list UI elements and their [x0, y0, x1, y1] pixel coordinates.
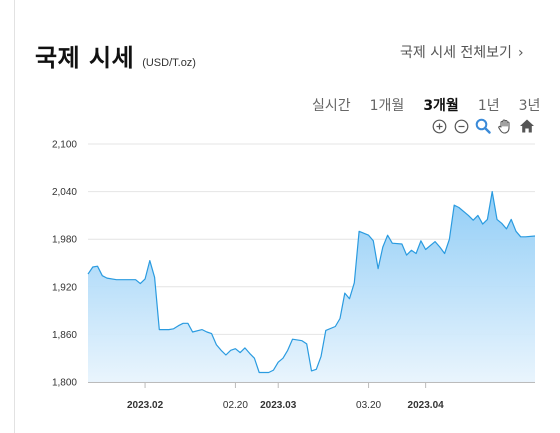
x-tick-label: 2023.03: [260, 400, 297, 411]
y-tick-label: 2,040: [52, 187, 77, 198]
x-tick-label: 2023.04: [408, 400, 445, 411]
x-tick-label: 03.20: [356, 400, 381, 411]
tab-3-months[interactable]: 3개월: [423, 98, 459, 114]
zoom-in-icon[interactable]: [430, 117, 448, 135]
period-tabs: 실시간 1개월 3개월 1년 3년: [312, 95, 559, 115]
chevron-right-icon: ›: [517, 45, 524, 61]
chart-header: 국제 시세 (USD/T.oz): [35, 38, 196, 73]
pan-hand-icon[interactable]: [496, 117, 514, 135]
y-tick-label: 1,860: [52, 330, 77, 341]
tab-1-month[interactable]: 1개월: [369, 98, 405, 114]
zoom-out-icon[interactable]: [452, 117, 470, 135]
y-tick-label: 1,980: [52, 235, 77, 246]
magnify-icon[interactable]: [474, 117, 492, 135]
panel-left-border: [14, 0, 15, 433]
page-title: 국제 시세: [35, 44, 135, 72]
x-tick-label: 02.20: [223, 400, 248, 411]
x-axis: 2023.02 02.20 2023.03 03.20 2023.04: [88, 382, 535, 411]
unit-label: (USD/T.oz): [142, 57, 196, 69]
view-all-label: 국제 시세 전체보기: [400, 45, 512, 61]
x-tick-label: 2023.02: [127, 400, 164, 411]
chart-toolbar: [430, 117, 536, 135]
y-axis: 1,800 1,860 1,920 1,980 2,040 2,100: [52, 140, 77, 389]
price-line: [87, 191, 536, 374]
tab-3-years[interactable]: 3년: [518, 98, 541, 114]
y-tick-label: 1,920: [52, 282, 77, 293]
y-tick-label: 1,800: [52, 378, 77, 389]
price-area-fill: [88, 191, 535, 382]
view-all-link[interactable]: 국제 시세 전체보기 ›: [400, 42, 524, 62]
tab-1-year[interactable]: 1년: [477, 98, 500, 114]
tab-realtime[interactable]: 실시간: [312, 98, 351, 114]
home-icon[interactable]: [518, 117, 536, 135]
y-tick-label: 2,100: [52, 140, 77, 151]
